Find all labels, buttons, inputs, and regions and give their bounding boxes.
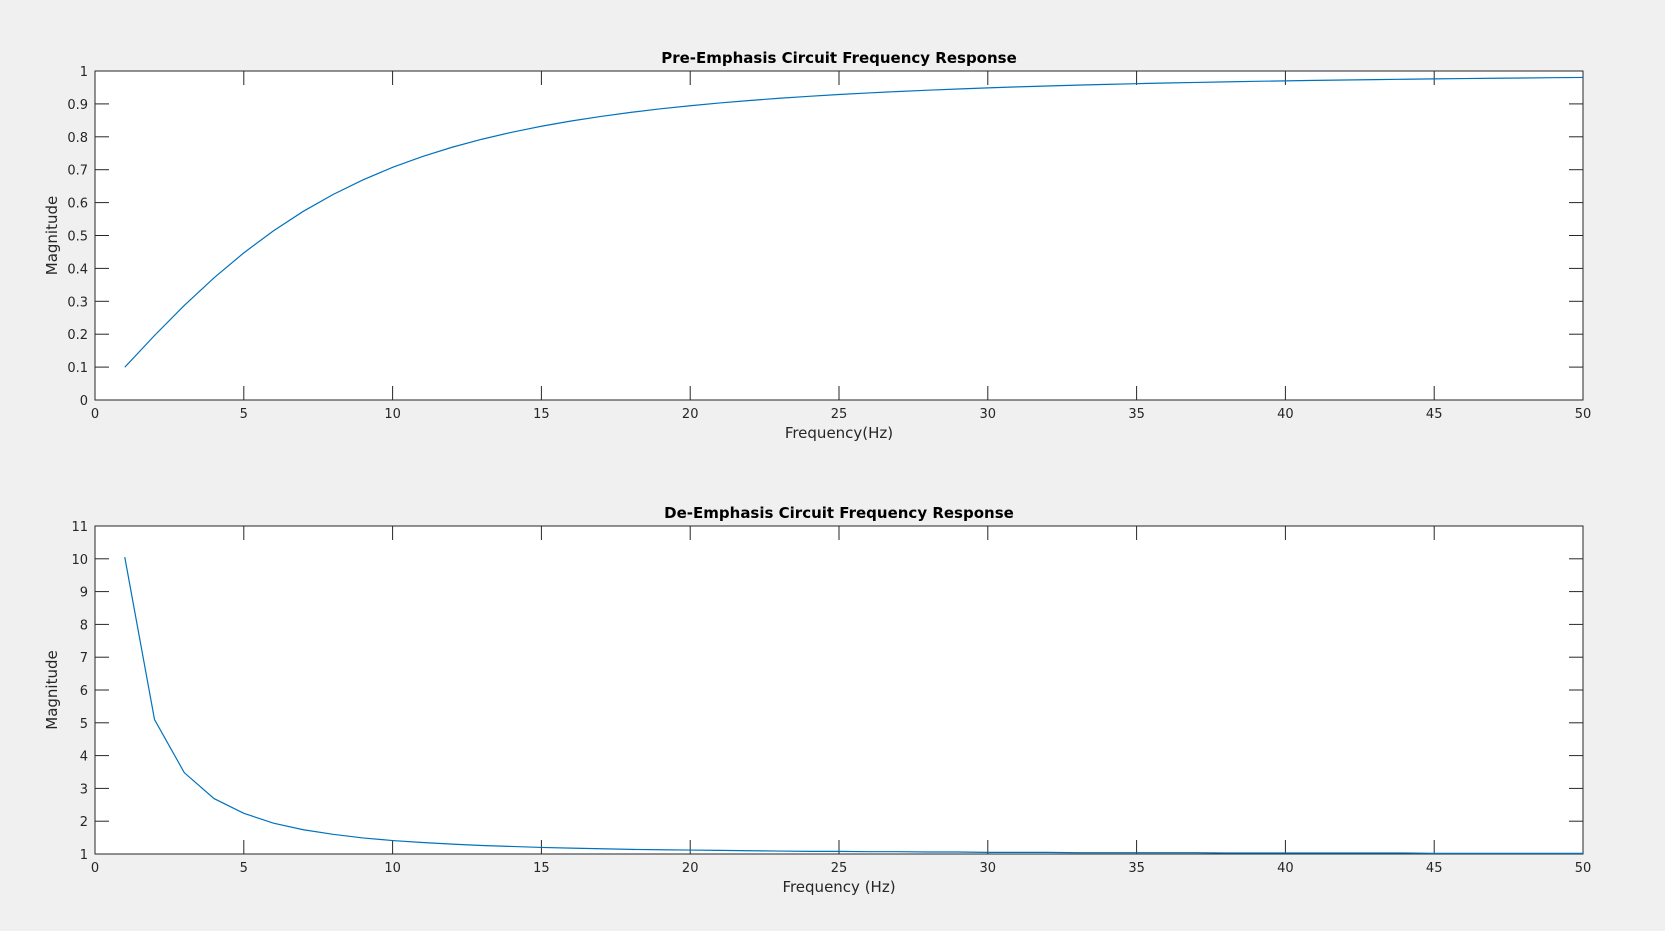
y-tick-label: 9 [80,586,88,601]
x-tick-label: 45 [1426,407,1443,422]
x-tick-label: 15 [533,407,550,422]
y-tick-label: 5 [80,717,88,732]
x-tick-label: 40 [1277,407,1294,422]
x-tick-label: 35 [1128,407,1145,422]
x-tick-label: 20 [682,861,699,876]
x-axis-label: Frequency(Hz) [785,424,893,442]
y-axis-label: Magnitude [43,650,61,729]
y-tick-label: 11 [71,520,88,535]
x-axis-label: Frequency (Hz) [782,878,895,896]
x-tick-label: 20 [682,407,699,422]
y-tick-label: 4 [80,750,88,765]
x-tick-label: 5 [240,407,248,422]
series-line [124,76,1584,368]
y-tick-label: 0.2 [67,328,88,343]
axes-background [95,526,1583,854]
x-tick-label: 30 [980,861,997,876]
chart-title: De-Emphasis Circuit Frequency Response [664,504,1014,522]
x-tick-label: 40 [1277,861,1294,876]
y-tick-label: 0.1 [67,361,88,376]
x-tick-label: 10 [384,407,401,422]
chart-1: 0 5 10 15 20 25 30 35 40 45 50 0 0.1 0.2 0.3 0.4 0.5 0.6 0… [43,49,1591,442]
x-tick-label: 50 [1575,861,1592,876]
x-tick-label: 0 [91,407,99,422]
y-tick-label: 3 [80,782,88,797]
x-tick-label: 50 [1575,407,1592,422]
y-tick-label: 0.5 [67,230,88,245]
y-tick-label: 2 [80,815,88,830]
y-tick-label: 0.8 [67,131,88,146]
y-tick-label: 0.7 [67,164,88,179]
x-tick-label: 45 [1426,861,1443,876]
y-tick-label: 0.4 [67,262,88,277]
y-tick-label: 0.9 [67,98,88,113]
y-tick-label: 6 [80,684,88,699]
x-tick-label: 5 [240,861,248,876]
y-tick-label: 8 [80,618,88,633]
axes-background [95,71,1583,400]
y-axis-label: Magnitude [43,196,61,275]
chart-title: Pre-Emphasis Circuit Frequency Response [661,49,1017,67]
x-tick-label: 0 [91,861,99,876]
y-tick-label: 1 [80,65,88,80]
y-tick-label: 10 [71,553,88,568]
x-tick-label: 25 [831,861,848,876]
axes-box [94,70,1584,401]
chart-2: 0 5 10 15 20 25 30 35 40 45 501234567891011De-Emph… [43,504,1591,896]
y-tick-label: 0.6 [67,197,88,212]
y-tick-label: 0 [80,394,88,409]
x-tick-label: 10 [384,861,401,876]
y-tick-label: 0.3 [67,295,88,310]
y-tick-label: 1 [80,848,88,863]
x-tick-label: 30 [980,407,997,422]
series-line [124,557,1583,854]
axes-box [94,525,1584,855]
y-tick-label: 7 [80,651,88,666]
x-tick-label: 35 [1128,861,1145,876]
x-tick-label: 15 [533,861,550,876]
x-tick-label: 25 [831,407,848,422]
